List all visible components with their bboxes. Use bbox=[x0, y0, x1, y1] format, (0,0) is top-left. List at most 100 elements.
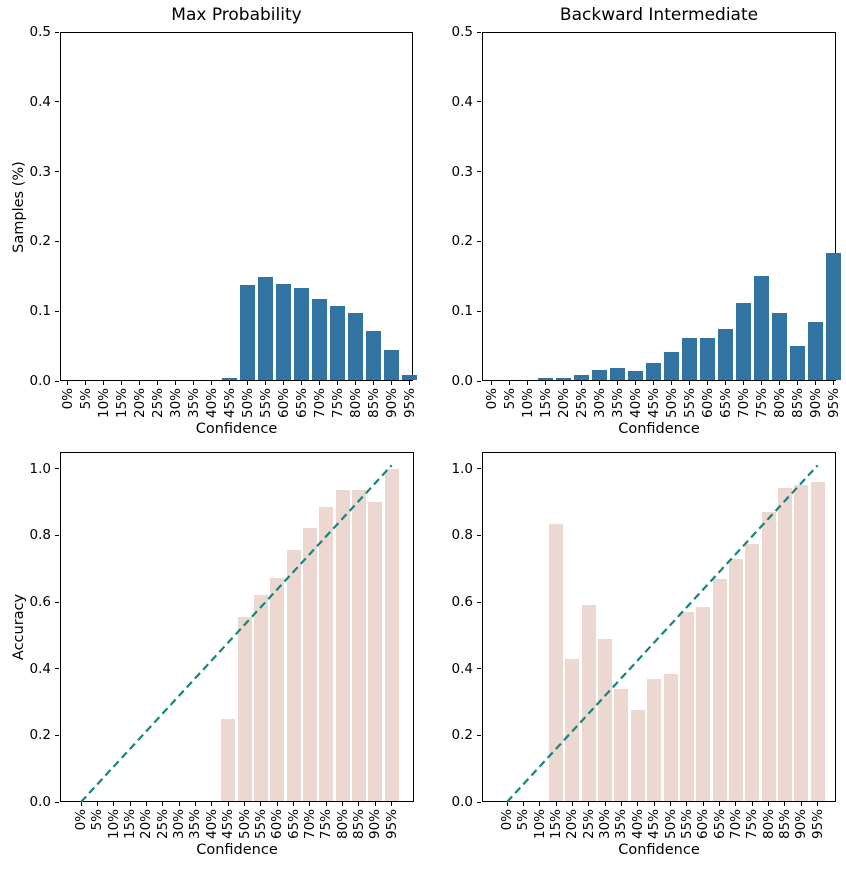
y-tick-label: 0.6 bbox=[29, 594, 51, 610]
x-tick bbox=[689, 381, 690, 385]
y-tick bbox=[55, 310, 59, 312]
x-tick-label: 20% bbox=[138, 809, 155, 840]
x-tick-label: 90% bbox=[793, 809, 810, 840]
x-tick-label: 55% bbox=[252, 809, 269, 840]
x-tick bbox=[539, 802, 541, 806]
y-tick bbox=[55, 380, 59, 382]
x-tick-label: 20% bbox=[131, 388, 148, 419]
bar bbox=[696, 607, 711, 801]
y-tick bbox=[477, 534, 481, 536]
x-tick-label: 5% bbox=[501, 388, 518, 410]
bar bbox=[810, 482, 825, 801]
bar bbox=[679, 612, 694, 801]
x-tick-label: 80% bbox=[334, 809, 351, 840]
x-tick bbox=[211, 381, 212, 385]
calibration-diagonal-line bbox=[506, 464, 819, 803]
x-tick bbox=[588, 802, 590, 806]
y-tick bbox=[55, 601, 59, 603]
y-tick-label: 0.1 bbox=[451, 303, 473, 320]
x-tick-label: 45% bbox=[221, 388, 238, 419]
x-tick bbox=[784, 802, 786, 806]
y-tick-label: 0.6 bbox=[451, 594, 473, 610]
x-tick-label: 75% bbox=[744, 809, 761, 840]
bar bbox=[384, 349, 399, 380]
x-tick-label: 40% bbox=[203, 388, 220, 419]
bar bbox=[736, 302, 751, 380]
bar bbox=[221, 718, 236, 801]
bar bbox=[330, 305, 345, 380]
x-tick bbox=[121, 381, 122, 385]
plot-area bbox=[60, 452, 414, 802]
x-tick bbox=[686, 802, 688, 806]
x-tick-label: 60% bbox=[275, 388, 292, 419]
bar bbox=[754, 275, 769, 380]
x-tick-label: 40% bbox=[629, 809, 646, 840]
y-tick bbox=[477, 801, 481, 803]
x-tick bbox=[175, 381, 176, 385]
x-tick-label: 50% bbox=[236, 809, 253, 840]
x-tick bbox=[113, 802, 115, 806]
x-tick bbox=[265, 381, 266, 385]
x-tick bbox=[719, 802, 721, 806]
x-tick-label: 65% bbox=[285, 809, 302, 840]
x-tick bbox=[227, 802, 229, 806]
chart-title: Max Probability bbox=[171, 5, 302, 25]
x-tick bbox=[671, 381, 672, 385]
x-tick bbox=[319, 381, 320, 385]
x-tick-label: 70% bbox=[301, 809, 318, 840]
x-tick bbox=[96, 802, 98, 806]
x-tick bbox=[337, 381, 338, 385]
x-tick bbox=[653, 381, 654, 385]
x-tick bbox=[563, 381, 564, 385]
y-tick-label: 0.2 bbox=[451, 727, 473, 744]
x-tick-label: 35% bbox=[185, 388, 202, 419]
x-tick-label: 70% bbox=[735, 388, 752, 419]
y-tick-label: 0.0 bbox=[29, 794, 51, 810]
x-tick-label: 10% bbox=[95, 388, 112, 419]
bar bbox=[745, 543, 760, 801]
x-tick-label: 85% bbox=[350, 809, 367, 840]
x-tick bbox=[358, 802, 360, 806]
x-tick bbox=[103, 381, 104, 385]
y-tick-label: 1.0 bbox=[451, 460, 473, 477]
bar bbox=[402, 375, 417, 380]
x-tick bbox=[743, 381, 744, 385]
x-tick-label: 70% bbox=[311, 388, 328, 419]
plot-area bbox=[482, 452, 836, 802]
y-tick bbox=[477, 468, 481, 470]
x-tick-label: 60% bbox=[269, 809, 286, 840]
y-tick bbox=[55, 101, 59, 103]
x-tick-label: 15% bbox=[537, 388, 554, 419]
x-tick bbox=[409, 381, 410, 385]
x-axis-label: Confidence bbox=[618, 421, 700, 437]
x-tick bbox=[751, 802, 753, 806]
x-tick bbox=[571, 802, 573, 806]
bar bbox=[270, 578, 285, 801]
x-tick bbox=[260, 802, 262, 806]
x-tick-label: 20% bbox=[555, 388, 572, 419]
x-tick-label: 75% bbox=[329, 388, 346, 419]
bar bbox=[335, 489, 350, 801]
x-tick-label: 55% bbox=[678, 809, 695, 840]
y-tick bbox=[477, 668, 481, 670]
x-tick-label: 50% bbox=[662, 809, 679, 840]
x-tick bbox=[599, 381, 600, 385]
plot-area bbox=[60, 32, 413, 381]
bar bbox=[319, 507, 334, 801]
bar bbox=[592, 369, 607, 380]
x-tick bbox=[178, 802, 180, 806]
x-tick-label: 85% bbox=[365, 388, 382, 419]
subplot-max-probability-samples: Max Probability Samples (%) Confidence 0… bbox=[11, 5, 418, 437]
x-tick-label: 60% bbox=[695, 809, 712, 840]
x-tick-label: 45% bbox=[220, 809, 237, 840]
y-tick bbox=[55, 534, 59, 536]
x-tick-label: 45% bbox=[646, 809, 663, 840]
bar bbox=[808, 321, 823, 380]
x-tick bbox=[768, 802, 770, 806]
x-tick bbox=[779, 381, 780, 385]
bar bbox=[794, 484, 809, 801]
bar bbox=[351, 489, 366, 801]
bar bbox=[700, 337, 715, 380]
bar bbox=[761, 512, 776, 801]
